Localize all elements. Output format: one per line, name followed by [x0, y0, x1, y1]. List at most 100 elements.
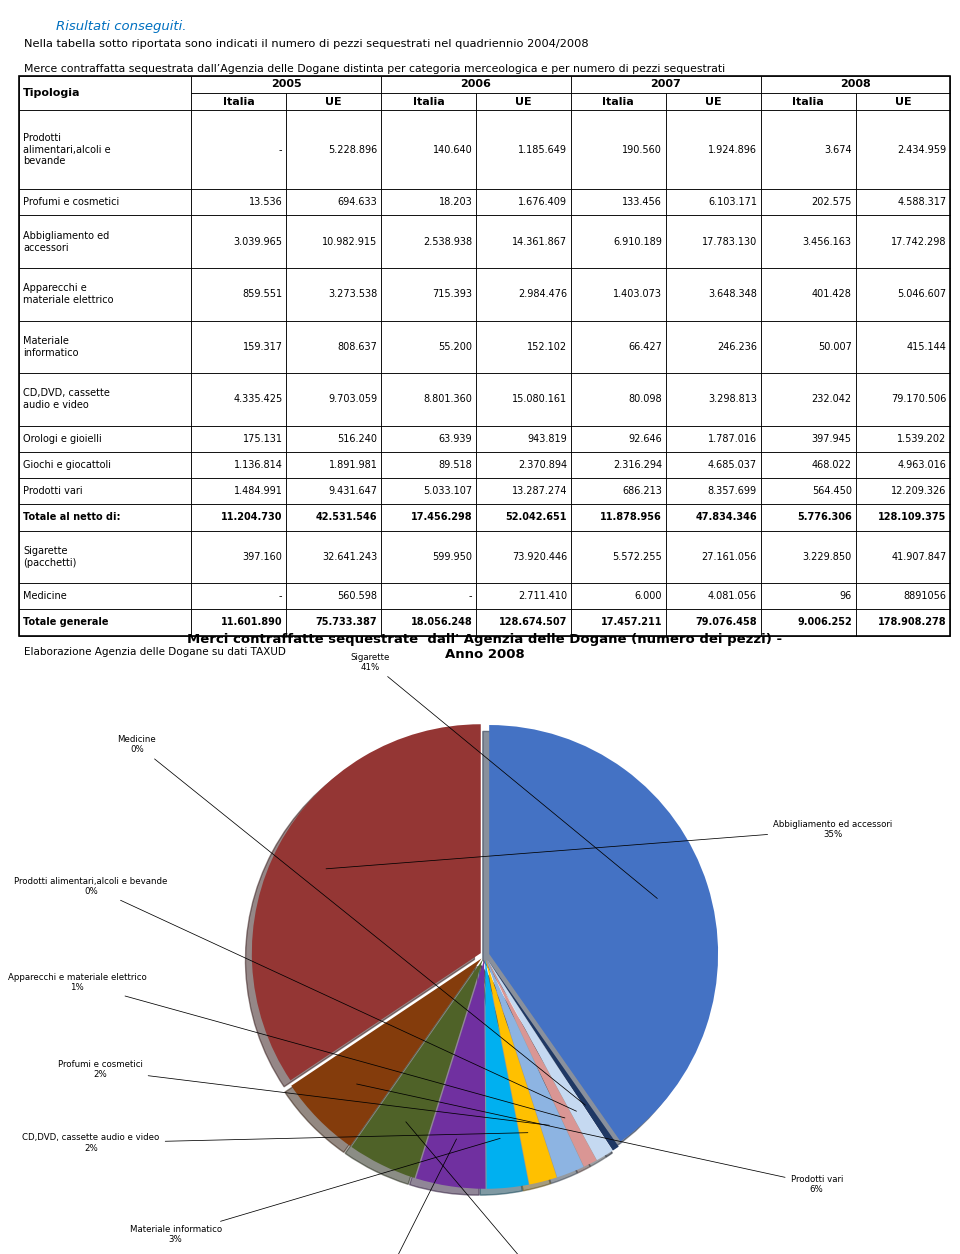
- Bar: [381, 425, 476, 451]
- Text: 2.711.410: 2.711.410: [518, 591, 567, 601]
- Text: 47.834.346: 47.834.346: [695, 513, 756, 523]
- Bar: [760, 321, 855, 372]
- Bar: [19, 504, 191, 530]
- Text: 599.950: 599.950: [432, 552, 472, 562]
- Bar: [381, 478, 476, 504]
- Bar: [19, 321, 191, 372]
- Text: 2007: 2007: [650, 79, 681, 89]
- Bar: [191, 504, 286, 530]
- Text: 3.648.348: 3.648.348: [708, 290, 756, 300]
- Text: Prodotti vari: Prodotti vari: [23, 487, 83, 497]
- Text: Nella tabella sotto riportata sono indicati il numero di pezzi sequestrati nel q: Nella tabella sotto riportata sono indic…: [24, 39, 588, 49]
- Text: 128.109.375: 128.109.375: [878, 513, 947, 523]
- Text: 14.361.867: 14.361.867: [512, 237, 567, 247]
- Text: 401.428: 401.428: [812, 290, 852, 300]
- Text: 11.878.956: 11.878.956: [600, 513, 662, 523]
- Bar: [855, 110, 950, 189]
- Text: 79.170.506: 79.170.506: [891, 394, 947, 404]
- Text: 17.783.130: 17.783.130: [702, 237, 756, 247]
- Bar: [381, 583, 476, 609]
- Bar: [855, 609, 950, 636]
- Text: Sigarette
41%: Sigarette 41%: [350, 652, 658, 898]
- Text: 246.236: 246.236: [717, 342, 756, 352]
- Text: 15.080.161: 15.080.161: [512, 394, 567, 404]
- Text: Totale generale: Totale generale: [23, 617, 108, 627]
- Text: -: -: [279, 144, 282, 154]
- Bar: [191, 478, 286, 504]
- Bar: [476, 110, 571, 189]
- Text: Prodotti vari
6%: Prodotti vari 6%: [356, 1083, 843, 1194]
- Text: 17.457.211: 17.457.211: [601, 617, 662, 627]
- Bar: [19, 75, 950, 636]
- Bar: [760, 609, 855, 636]
- Text: 80.098: 80.098: [629, 394, 662, 404]
- Wedge shape: [487, 959, 612, 1160]
- Text: Profumi e cosmetici
2%: Profumi e cosmetici 2%: [58, 1060, 549, 1125]
- Bar: [286, 216, 381, 268]
- Text: UE: UE: [705, 97, 722, 107]
- Bar: [286, 321, 381, 372]
- Text: 560.598: 560.598: [337, 591, 377, 601]
- Text: Prodotti alimentari,alcoli e bevande
0%: Prodotti alimentari,alcoli e bevande 0%: [14, 877, 576, 1111]
- Text: 564.450: 564.450: [812, 487, 852, 497]
- Text: 1.924.896: 1.924.896: [708, 144, 756, 154]
- Text: 1.484.991: 1.484.991: [233, 487, 282, 497]
- Bar: [286, 451, 381, 478]
- Bar: [665, 530, 760, 583]
- Text: 3.674: 3.674: [825, 144, 852, 154]
- Bar: [381, 110, 476, 189]
- Bar: [571, 93, 665, 110]
- Text: UE: UE: [325, 97, 342, 107]
- Text: 178.908.278: 178.908.278: [878, 617, 947, 627]
- Bar: [19, 530, 191, 583]
- Bar: [665, 425, 760, 451]
- Text: -: -: [279, 591, 282, 601]
- Text: 694.633: 694.633: [338, 197, 377, 207]
- Bar: [19, 451, 191, 478]
- Text: 8.357.699: 8.357.699: [708, 487, 756, 497]
- Text: 3.298.813: 3.298.813: [708, 394, 756, 404]
- Bar: [191, 321, 286, 372]
- Bar: [476, 425, 571, 451]
- Text: 5.572.255: 5.572.255: [612, 552, 662, 562]
- Text: 32.641.243: 32.641.243: [323, 552, 377, 562]
- Bar: [571, 372, 665, 425]
- Bar: [760, 530, 855, 583]
- Bar: [855, 321, 950, 372]
- Text: 6.103.171: 6.103.171: [708, 197, 756, 207]
- Text: 55.200: 55.200: [438, 342, 472, 352]
- Text: Materiale
informatico: Materiale informatico: [23, 336, 79, 357]
- Bar: [665, 478, 760, 504]
- Text: 2.984.476: 2.984.476: [518, 290, 567, 300]
- Text: 468.022: 468.022: [812, 460, 852, 470]
- Bar: [191, 451, 286, 478]
- Text: 18.056.248: 18.056.248: [411, 617, 472, 627]
- Bar: [286, 583, 381, 609]
- Text: 18.203: 18.203: [439, 197, 472, 207]
- Bar: [760, 189, 855, 216]
- Bar: [760, 372, 855, 425]
- Bar: [381, 216, 476, 268]
- Text: Elaborazione Agenzia delle Dogane su dati TAXUD: Elaborazione Agenzia delle Dogane su dat…: [24, 647, 286, 657]
- Bar: [19, 189, 191, 216]
- Text: 5.046.607: 5.046.607: [898, 290, 947, 300]
- Bar: [855, 504, 950, 530]
- Text: 63.939: 63.939: [439, 434, 472, 444]
- Text: 140.640: 140.640: [433, 144, 472, 154]
- Bar: [286, 372, 381, 425]
- Bar: [476, 530, 571, 583]
- Bar: [476, 93, 571, 110]
- Text: 5.033.107: 5.033.107: [423, 487, 472, 497]
- Wedge shape: [485, 959, 529, 1189]
- Bar: [19, 75, 191, 110]
- Bar: [476, 189, 571, 216]
- Text: 1.185.649: 1.185.649: [518, 144, 567, 154]
- Bar: [19, 268, 191, 321]
- Text: Totale al netto di:: Totale al netto di:: [23, 513, 120, 523]
- Bar: [381, 93, 476, 110]
- Bar: [381, 189, 476, 216]
- Bar: [381, 321, 476, 372]
- Text: 1.136.814: 1.136.814: [233, 460, 282, 470]
- Text: Prodotti
alimentari,alcoli e
bevande: Prodotti alimentari,alcoli e bevande: [23, 133, 110, 167]
- Text: Italia: Italia: [603, 97, 635, 107]
